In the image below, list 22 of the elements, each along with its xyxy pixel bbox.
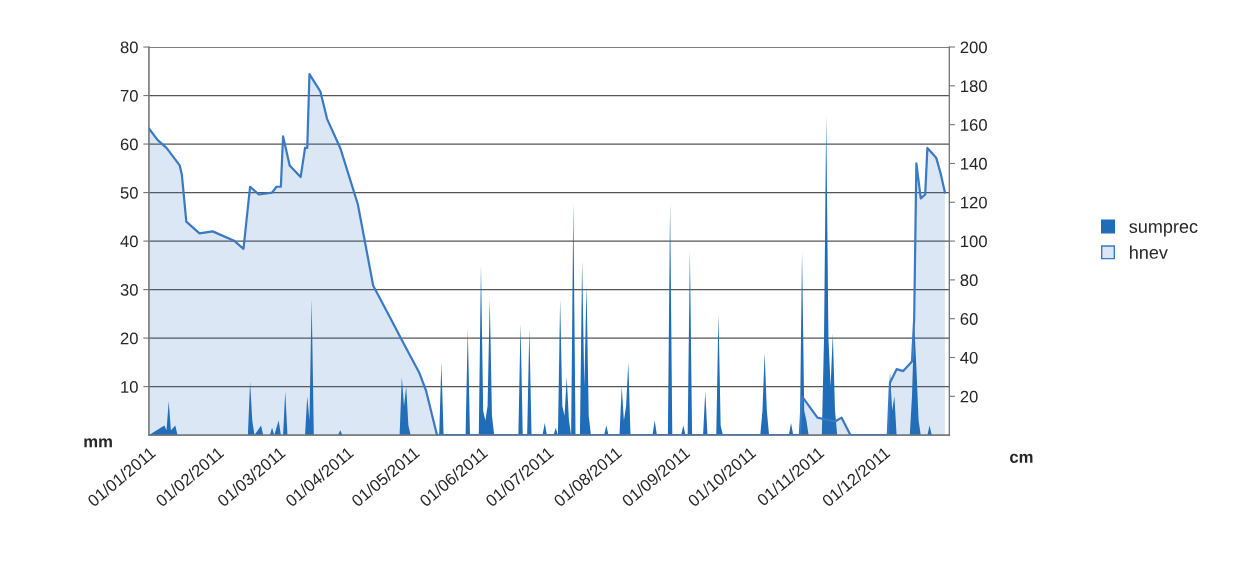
y2-axis-title: cm — [1010, 453, 1033, 463]
y2-tick-label: 160 — [961, 119, 987, 131]
y2-tick-label: 140 — [961, 157, 987, 170]
y-tick-label: 70 — [120, 89, 138, 102]
y-tick-label: 20 — [120, 332, 138, 345]
y2-tick-label: 20 — [960, 390, 978, 403]
y2-tick-label: 40 — [960, 351, 978, 364]
y2-tick-label: 200 — [960, 41, 987, 54]
y-tick-label: 40 — [120, 235, 138, 248]
y2-tick-label: 180 — [961, 80, 987, 93]
y2-tick-label: 120 — [961, 196, 987, 209]
legend-label: hnev — [1130, 245, 1168, 259]
y2-tick-label: 60 — [960, 313, 978, 325]
y-tick-label: 60 — [120, 138, 138, 151]
y-axis-title: mm — [84, 438, 112, 448]
y-tick-label: 50 — [120, 186, 138, 199]
y-tick-label: 80 — [120, 41, 138, 54]
y-tick-label: 30 — [120, 283, 138, 296]
y-tick-label: 10 — [121, 381, 138, 393]
y2-tick-label: 80 — [960, 274, 978, 287]
y2-tick-label: 100 — [961, 235, 987, 248]
legend-label: sumprec — [1129, 223, 1198, 237]
